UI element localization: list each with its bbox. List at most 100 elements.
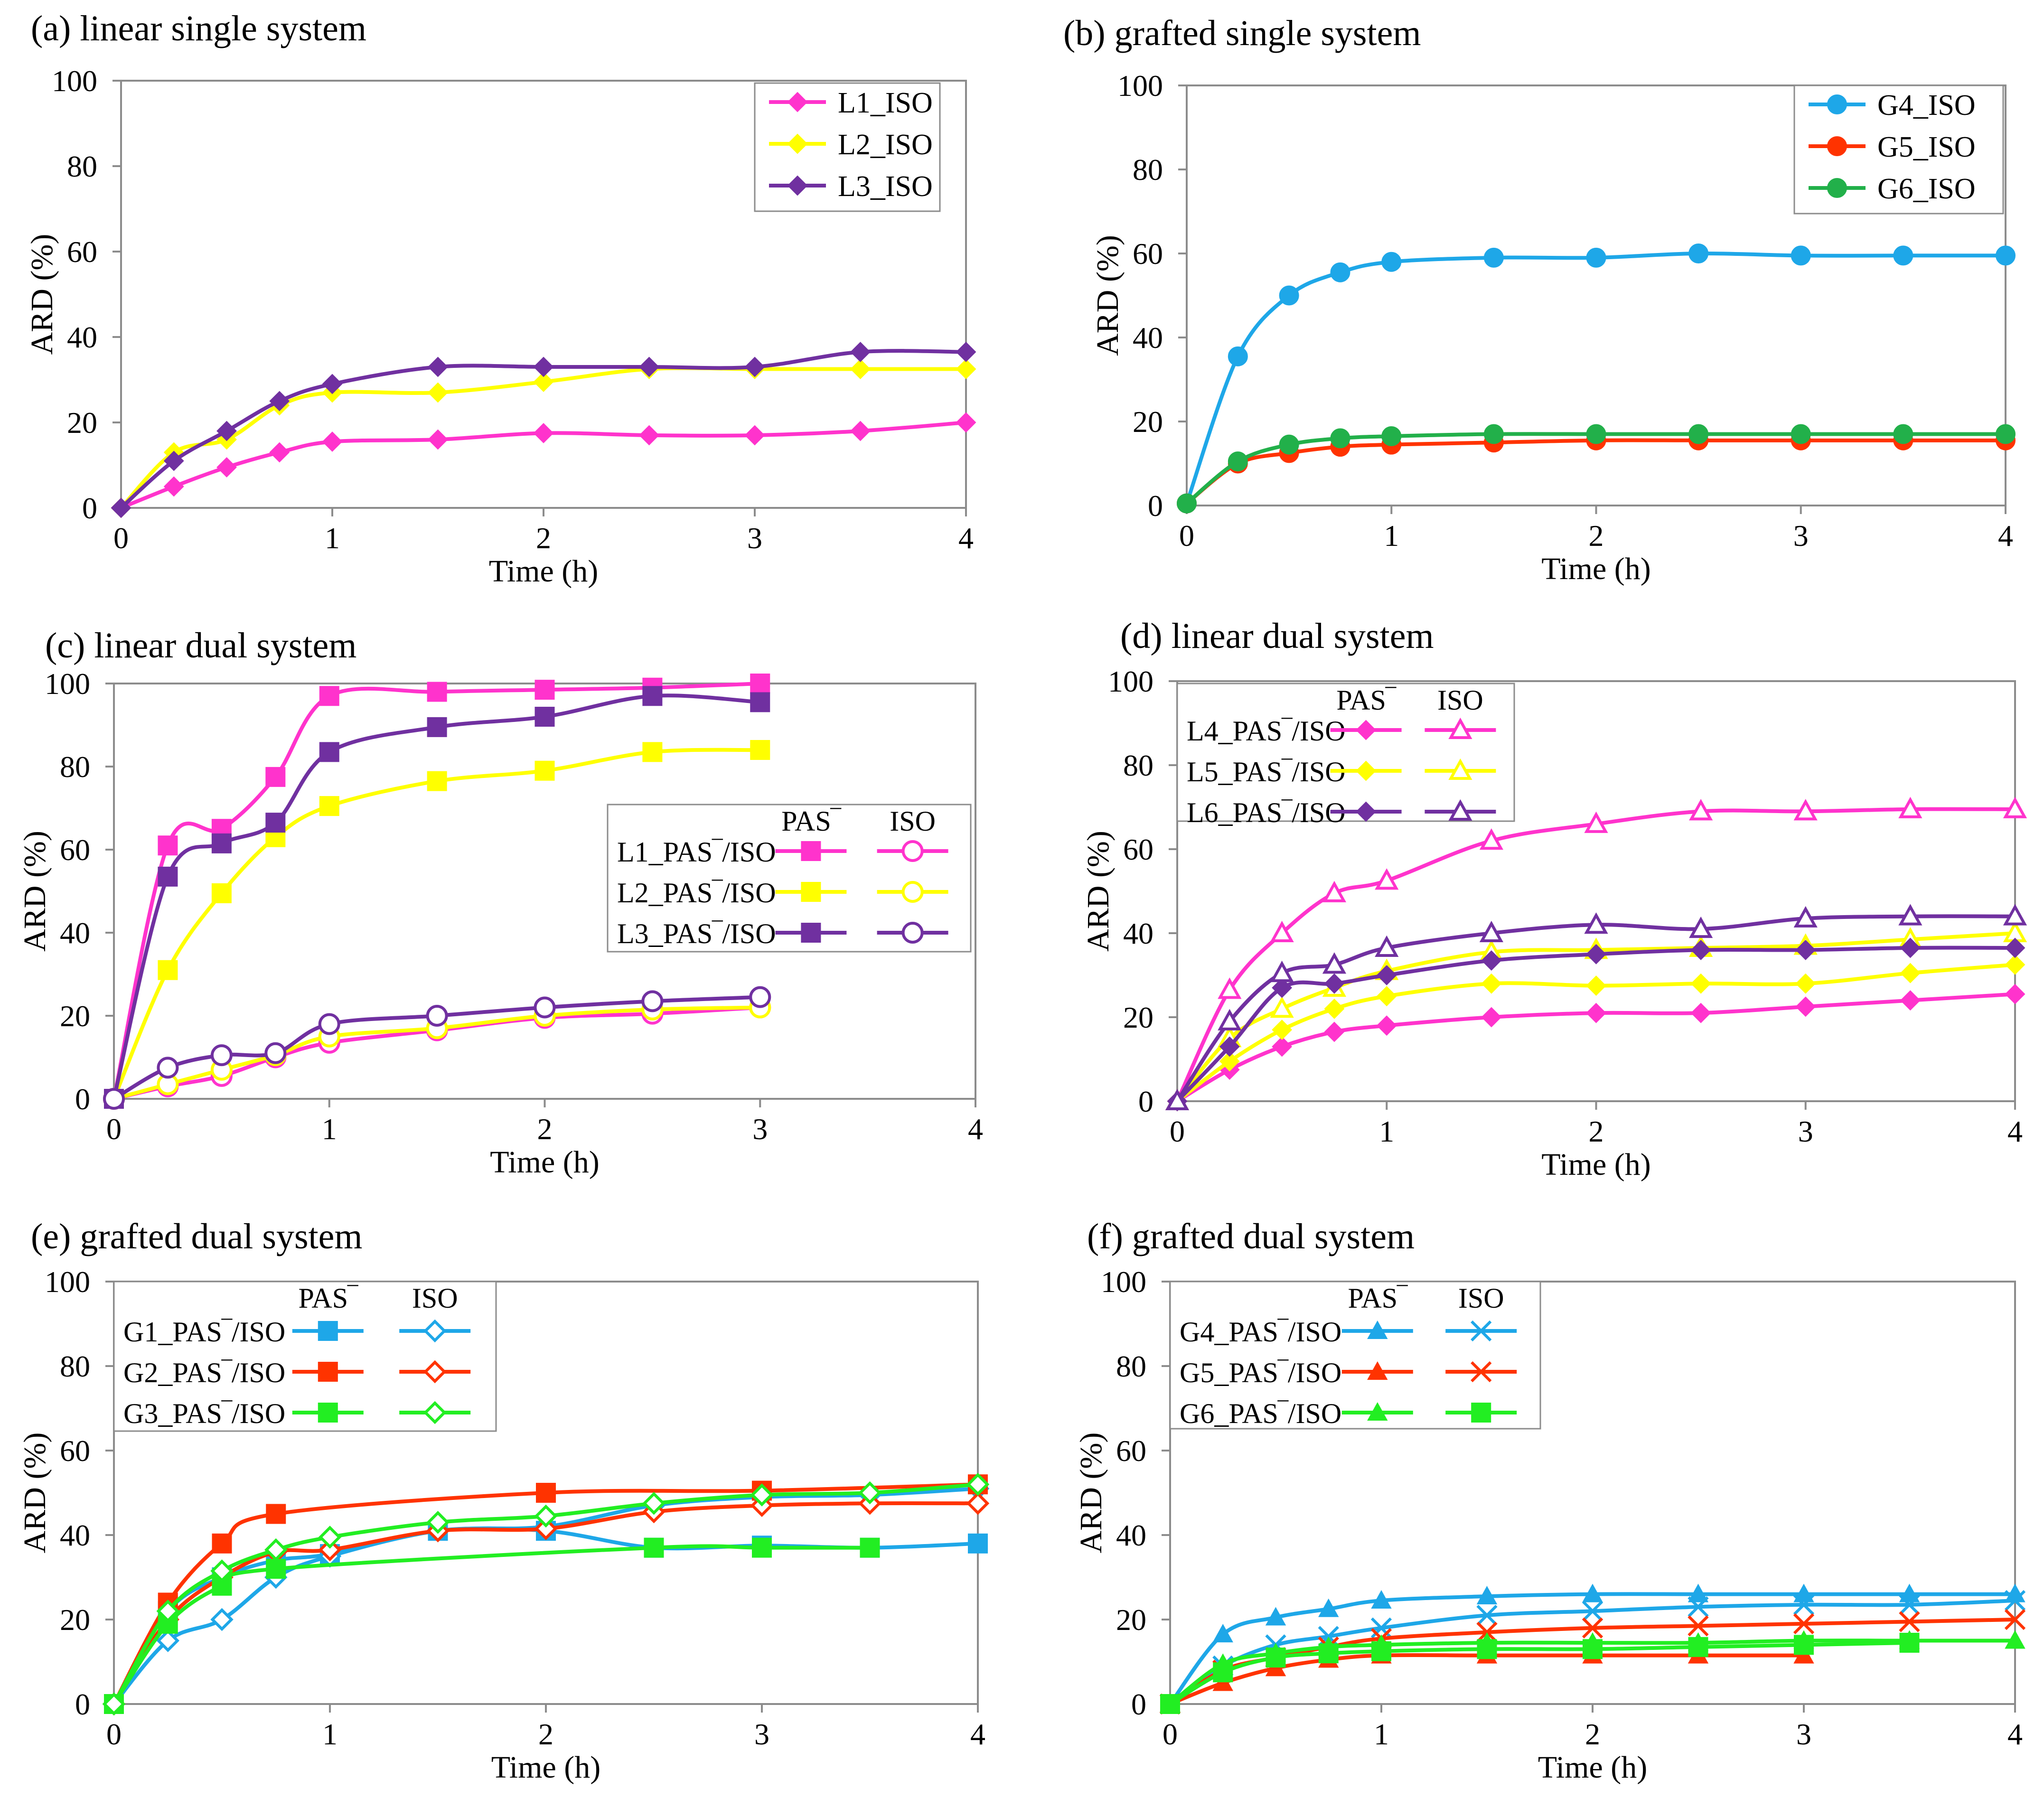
data-point [968,1533,988,1554]
data-point [644,1537,664,1558]
data-point [318,1538,342,1562]
legend-header-pas: PAS‾ [299,1283,359,1314]
data-point [1228,346,1248,366]
data-point [319,686,339,706]
y-tick-label: 60 [60,1434,90,1468]
series-line [1169,1653,1804,1706]
legend-marker [801,882,821,902]
y-tick-label: 60 [60,833,90,867]
data-point [322,374,343,394]
data-point [1690,973,1711,994]
legend-marker [787,175,808,196]
data-point [744,356,765,377]
y-tick-label: 20 [1116,1603,1146,1637]
data-point [2005,1630,2025,1649]
x-tick-label: 2 [538,1717,553,1751]
legend-label: L2_ISO [838,129,933,161]
x-tick-label: 0 [1179,519,1194,553]
series-iso-5 [1160,1632,1920,1714]
y-tick-label: 100 [52,64,97,98]
y-tick-label: 80 [1133,153,1163,187]
legend-header-iso: ISO [1437,684,1483,716]
data-point [1481,950,1502,971]
data-point [850,421,871,441]
data-point [426,1511,450,1534]
data-point [211,883,232,903]
data-point [1586,975,1606,996]
series-l1-pas-iso [104,674,770,1109]
data-point [1791,424,1811,444]
y-tick-label: 0 [1148,489,1163,523]
data-point [319,796,339,816]
y-axis-label: ARD (%) [18,831,52,952]
data-point [1483,424,1504,444]
legend-label: G4_ISO [1877,89,1976,122]
x-tick-label: 1 [1379,1114,1394,1148]
data-point [1898,904,1922,926]
x-tick-label: 3 [1798,1114,1813,1148]
series-line [112,748,760,1100]
data-point [427,682,447,702]
data-point [1689,916,1713,938]
data-point [2003,796,2027,818]
chart-title: (b) grafted single system [1063,13,1421,53]
legend-header-iso: ISO [1458,1283,1504,1314]
series-line [112,1482,978,1705]
data-point [1898,796,1922,818]
data-point [1218,1009,1242,1030]
data-point [318,1526,342,1549]
y-tick-label: 0 [1138,1085,1153,1118]
legend-header-iso: ISO [890,805,936,837]
y-tick-label: 0 [75,1082,90,1116]
data-point [265,767,286,787]
data-point [642,686,663,706]
y-tick-label: 40 [1116,1518,1146,1552]
series-iso-5 [1165,904,2027,1110]
data-point [1228,451,1248,472]
data-point [156,1599,179,1623]
legend: PAS‾ ISO L1_PAS‾/ISO L2_PAS‾/ISO L3_PAS‾/ISO [607,804,972,953]
data-point [211,833,232,853]
x-tick-label: 1 [1384,519,1399,553]
data-point [1324,973,1345,994]
legend-marker [1471,1403,1491,1423]
data-point [749,986,771,1008]
legend-marker [1827,178,1847,198]
data-point [1212,1624,1233,1643]
data-point [966,1492,990,1515]
data-point [1688,1583,1709,1602]
data-point [1793,799,1818,821]
data-point [163,450,184,471]
x-tick-label: 2 [1585,1717,1600,1751]
data-point [318,1013,340,1035]
y-tick-label: 80 [1123,749,1153,782]
y-axis-label: ARD (%) [18,1433,52,1554]
data-point [1219,1051,1240,1072]
data-point [1481,973,1502,994]
legend-marker [1471,1361,1492,1383]
data-point [956,412,976,433]
data-point [1586,247,1606,268]
data-point [639,356,659,377]
data-point [1324,998,1345,1019]
legend-header-pas: PAS‾ [781,805,842,837]
data-point [1165,1088,1190,1110]
legend-label: G6_ISO [1877,173,1976,205]
data-point [1272,1020,1293,1040]
series-line [1168,1592,2015,1705]
y-axis-label: ARD (%) [25,234,59,355]
legend-marker [1448,758,1472,780]
data-point [752,1537,772,1558]
data-point [750,674,770,693]
data-point [1381,252,1402,272]
y-tick-label: 60 [67,235,97,269]
data-point [1584,912,1608,934]
legend-label: G5_ISO [1877,131,1976,163]
data-point [1586,944,1606,965]
data-point [956,342,976,362]
legend-marker [423,1360,447,1384]
y-tick-label: 0 [75,1687,90,1721]
x-tick-label: 1 [322,1717,338,1751]
data-point [1582,1583,1603,1602]
legend-marker [318,1362,338,1382]
